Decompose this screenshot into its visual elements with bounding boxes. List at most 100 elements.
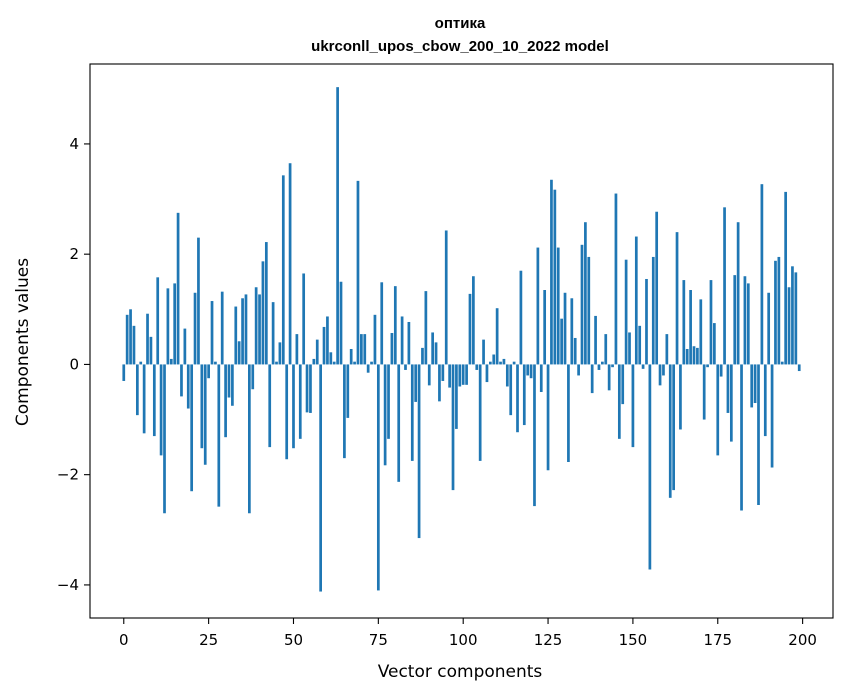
bar — [180, 364, 183, 397]
bar — [713, 323, 716, 365]
bar — [495, 308, 499, 365]
bar — [546, 364, 550, 471]
bar — [488, 361, 492, 365]
bar — [662, 364, 665, 376]
bar — [275, 361, 278, 365]
bar — [156, 277, 160, 365]
bar — [451, 364, 455, 491]
bar — [142, 364, 146, 434]
bar — [404, 364, 407, 370]
bar — [621, 364, 625, 405]
bar — [448, 364, 451, 388]
bar — [499, 361, 502, 365]
bar — [326, 316, 329, 365]
bar — [261, 261, 265, 365]
bar — [617, 364, 621, 439]
bar — [634, 236, 638, 365]
bar — [750, 364, 754, 408]
bar — [169, 358, 173, 365]
bar — [455, 364, 458, 429]
bar — [312, 358, 316, 365]
bar — [417, 364, 421, 539]
bar — [522, 364, 526, 426]
bar — [614, 193, 618, 365]
bar — [353, 361, 356, 365]
bar — [753, 364, 757, 404]
y-axis-label: Components values — [13, 258, 33, 426]
bar — [278, 342, 282, 365]
bar — [373, 314, 377, 365]
bar — [505, 364, 509, 387]
bar — [366, 364, 370, 373]
bar — [349, 348, 353, 365]
bar — [387, 364, 390, 439]
bar — [441, 364, 445, 381]
bar — [668, 364, 672, 498]
y-tick-label: 0 — [69, 355, 79, 373]
bar — [594, 315, 597, 365]
bar — [512, 361, 516, 365]
bar — [675, 232, 679, 365]
bar — [393, 286, 397, 365]
bar — [709, 280, 713, 365]
bar — [163, 364, 166, 514]
bar — [346, 364, 350, 418]
bar — [434, 342, 438, 365]
x-tick-label: 175 — [703, 631, 732, 649]
bar — [248, 364, 251, 514]
x-tick-label: 150 — [619, 631, 648, 649]
bar — [319, 364, 322, 592]
bar — [231, 364, 234, 406]
bar — [726, 364, 730, 413]
x-tick-label: 50 — [284, 631, 303, 649]
bar — [421, 347, 424, 365]
bar — [414, 364, 418, 402]
bar — [757, 364, 760, 505]
bar — [227, 364, 231, 398]
bar — [444, 230, 448, 365]
bar — [458, 364, 462, 387]
bar — [237, 341, 241, 365]
bar — [797, 364, 801, 372]
bar — [777, 256, 781, 365]
bar — [258, 294, 261, 365]
bar — [264, 242, 268, 365]
bar — [210, 301, 214, 365]
bar — [543, 290, 547, 365]
bar — [220, 291, 224, 365]
bar — [397, 364, 401, 482]
bar — [584, 222, 587, 365]
y-tick-label: 4 — [69, 135, 79, 153]
bar — [376, 364, 380, 591]
y-tick-label: −4 — [57, 576, 79, 594]
bar — [315, 339, 319, 365]
bar — [400, 316, 404, 365]
chart-title: оптика — [435, 15, 486, 32]
bar — [736, 222, 740, 365]
bar — [390, 333, 394, 365]
bar — [767, 292, 771, 365]
bar — [746, 283, 750, 365]
bar — [139, 361, 143, 365]
bar — [641, 364, 645, 369]
bar — [672, 364, 675, 491]
bar — [200, 364, 204, 449]
bar — [332, 361, 336, 365]
x-tick-label: 25 — [199, 631, 218, 649]
bar — [193, 292, 197, 365]
bar — [186, 364, 190, 409]
bar — [645, 278, 648, 365]
bar — [298, 364, 302, 439]
bar — [190, 364, 194, 492]
bar — [607, 364, 611, 391]
bar — [122, 364, 126, 381]
bar — [719, 364, 723, 377]
bar — [560, 318, 563, 365]
bar — [590, 364, 594, 394]
bar — [482, 339, 485, 365]
bar — [292, 364, 295, 449]
bar — [492, 354, 496, 365]
bar — [624, 259, 628, 365]
bar — [685, 348, 689, 365]
bar — [774, 260, 777, 365]
